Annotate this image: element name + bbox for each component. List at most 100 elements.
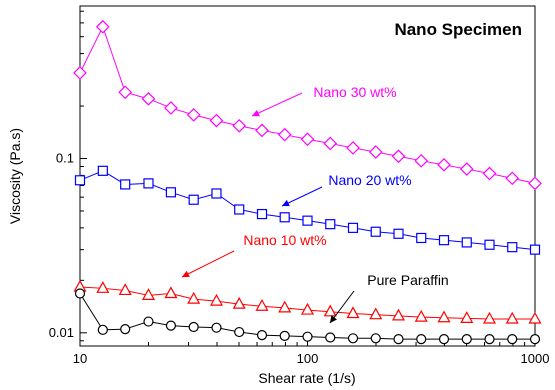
annotation-arrowhead [282,199,290,207]
data-point [188,194,199,205]
data-point [484,239,495,250]
data-point [391,149,406,164]
data-point [279,212,290,223]
data-point [325,219,336,230]
x-axis-title: Shear rate (1/s) [258,370,355,386]
data-point [414,153,429,168]
data-point [391,308,406,321]
data-point [209,293,223,306]
series-circle [74,288,541,345]
data-point [505,171,520,186]
data-point [97,324,108,335]
plot-frame [79,5,536,347]
data-point [143,178,154,189]
data-point [141,91,156,106]
data-point [232,118,247,133]
data-point [165,320,177,331]
annotation-arrowhead [330,315,337,323]
data-point [209,113,224,128]
data-point [461,334,472,345]
data-point [529,244,541,255]
annotation-arrowhead [252,109,260,117]
data-point [347,222,359,233]
data-point [234,204,245,215]
data-point [460,311,474,323]
annotation-arrow [281,186,323,207]
data-point [211,322,222,333]
data-point [255,299,269,311]
data-point [120,179,131,190]
data-point [255,123,269,138]
data-point [74,288,86,299]
data-point [323,304,337,317]
data-point [346,141,360,155]
series-diamond [73,19,542,191]
data-point [165,187,177,198]
data-point [95,19,110,34]
data-point [118,85,133,100]
data-point [211,188,222,199]
data-point [414,309,428,322]
data-point [141,288,155,300]
data-point [482,166,497,181]
data-point [302,331,313,342]
data-point [187,291,201,304]
data-point [507,242,518,253]
series-square [74,165,541,255]
annotations: Nano 30 wt% Nano 20 wt% Nano 10 wt% Pure Pa… [181,84,449,324]
annotation-arrowhead [182,270,190,277]
chart-title: Nano Specimen [394,20,522,39]
data-point [279,330,290,341]
annotation-arrow [181,250,235,278]
data-point [368,145,383,159]
annotation-label: Nano 20 wt% [328,172,411,188]
data-point [529,334,541,345]
data-point [369,307,383,320]
x-tick-label: 100 [297,351,319,366]
data-point [459,162,474,176]
data-point [461,237,472,248]
data-point [482,311,497,324]
data-point [256,330,268,341]
data-point [164,286,178,299]
data-point [484,334,495,345]
data-point [164,101,178,115]
data-point [97,165,108,176]
annotation-label: Nano 10 wt% [243,232,326,248]
annotation-label: Nano 30 wt% [313,84,396,100]
data-point [300,302,315,315]
data-point [300,132,315,147]
data-point [256,208,268,220]
data-point [74,175,86,186]
data-point [507,334,518,345]
annotation-label: Pure Paraffin [367,272,448,288]
data-point [437,310,451,323]
data-point [325,332,336,343]
data-point [234,326,245,338]
data-point [73,66,87,80]
data-point [370,333,381,344]
x-tick-label: 10 [73,351,87,366]
data-point [416,334,427,345]
series-group [73,19,542,345]
data-point [118,283,132,296]
data-point [528,176,542,191]
data-point [438,334,450,345]
data-point [143,316,154,327]
data-point [393,228,404,239]
data-point [323,136,338,151]
data-point [346,306,360,319]
data-point [505,311,519,324]
y-tick-label: 0.01 [49,325,74,340]
data-point [438,235,450,246]
annotation-arrow [251,92,303,117]
series-triangle [73,279,542,324]
data-point [186,108,201,122]
data-point [277,127,292,142]
x-tick-label: 1000 [521,351,550,366]
y-axis-title: Viscosity (Pa.s) [7,128,23,224]
data-point [347,333,359,344]
data-point [437,157,451,172]
data-point [393,334,404,345]
